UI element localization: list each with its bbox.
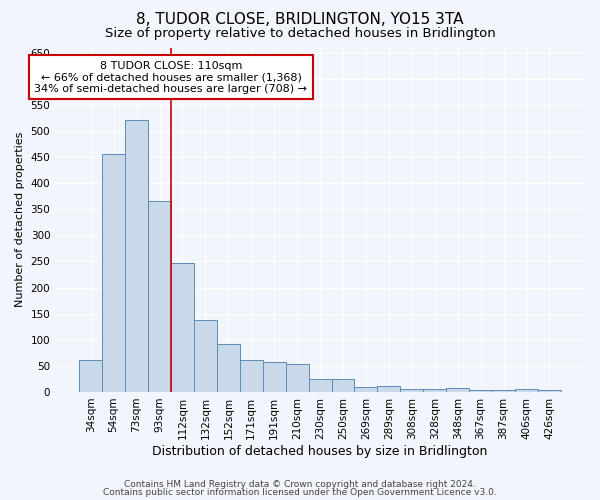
- Bar: [332, 379, 355, 392]
- Bar: [240, 360, 263, 392]
- Bar: [148, 202, 171, 392]
- Bar: [355, 386, 377, 392]
- Bar: [400, 390, 423, 392]
- Bar: [286, 364, 308, 392]
- Bar: [469, 390, 492, 392]
- Bar: [423, 390, 446, 392]
- Bar: [308, 379, 332, 392]
- Bar: [263, 362, 286, 392]
- Bar: [446, 388, 469, 392]
- Text: Size of property relative to detached houses in Bridlington: Size of property relative to detached ho…: [104, 28, 496, 40]
- Text: Contains public sector information licensed under the Open Government Licence v3: Contains public sector information licen…: [103, 488, 497, 497]
- Bar: [79, 360, 102, 392]
- Y-axis label: Number of detached properties: Number of detached properties: [15, 132, 25, 308]
- Bar: [217, 344, 240, 392]
- Bar: [125, 120, 148, 392]
- Bar: [377, 386, 400, 392]
- Bar: [102, 154, 125, 392]
- Bar: [171, 262, 194, 392]
- Text: 8 TUDOR CLOSE: 110sqm
← 66% of detached houses are smaller (1,368)
34% of semi-d: 8 TUDOR CLOSE: 110sqm ← 66% of detached …: [34, 60, 307, 94]
- Bar: [492, 390, 515, 392]
- Text: Contains HM Land Registry data © Crown copyright and database right 2024.: Contains HM Land Registry data © Crown c…: [124, 480, 476, 489]
- Bar: [194, 320, 217, 392]
- Bar: [538, 390, 561, 392]
- X-axis label: Distribution of detached houses by size in Bridlington: Distribution of detached houses by size …: [152, 444, 488, 458]
- Text: 8, TUDOR CLOSE, BRIDLINGTON, YO15 3TA: 8, TUDOR CLOSE, BRIDLINGTON, YO15 3TA: [136, 12, 464, 28]
- Bar: [515, 390, 538, 392]
